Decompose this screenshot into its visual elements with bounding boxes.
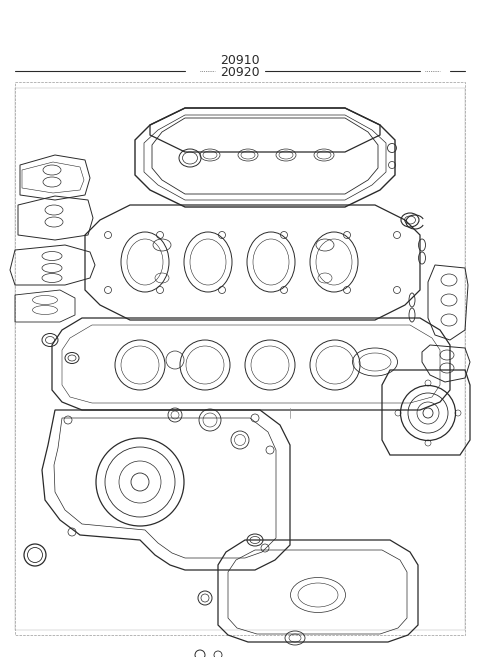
Text: 20910: 20910: [220, 53, 260, 66]
Text: 20920: 20920: [220, 66, 260, 79]
